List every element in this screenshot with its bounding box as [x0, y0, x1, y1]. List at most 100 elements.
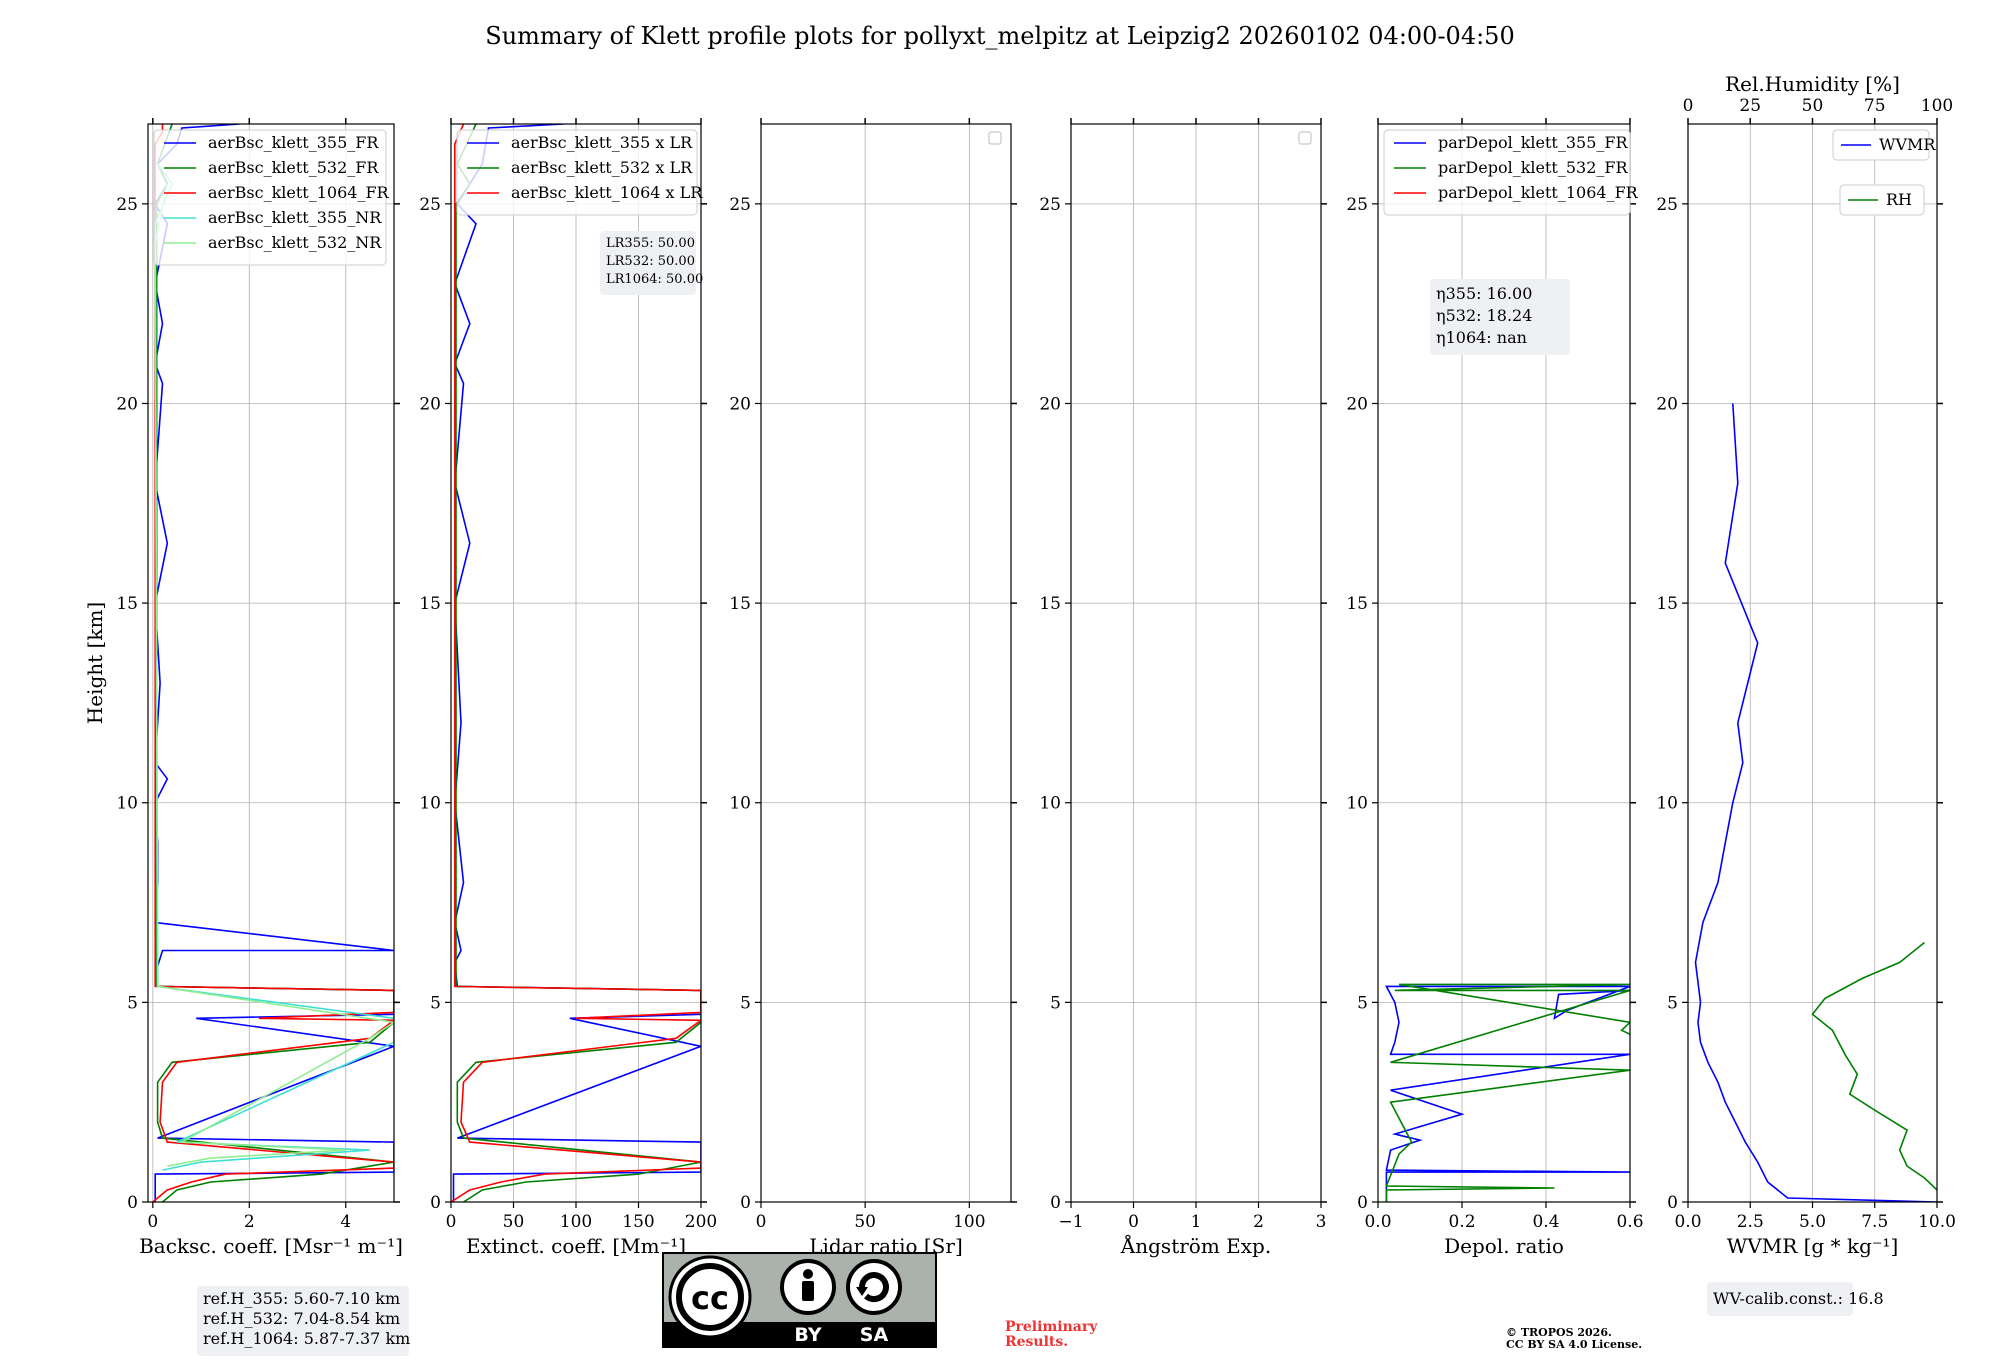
x-tick-label: 0.4 [1532, 1212, 1559, 1232]
legend-label: parDepol_klett_1064_FR [1438, 183, 1639, 202]
info-line: η1064: nan [1436, 328, 1527, 347]
eta-info-box: η355: 16.00 η532: 18.24 η1064: nan [1430, 279, 1570, 355]
y-tick-label: 20 [729, 394, 751, 414]
x-tick-label: 2.5 [1737, 1212, 1764, 1232]
axes-frame [760, 123, 1012, 1203]
legend-label: aerBsc_klett_355_FR [208, 133, 379, 152]
series-line-parDepol_klett_532_FR [1385, 983, 1630, 1202]
series-line-WVMR [1694, 403, 1937, 1202]
legend-box [153, 129, 387, 266]
empty-legend [988, 131, 1002, 145]
y-tick-label: 25 [729, 195, 751, 215]
y-tick-label: 10 [1039, 794, 1061, 814]
x-tick-label: 5.0 [1799, 1212, 1826, 1232]
legend-label: aerBsc_klett_355 x LR [511, 133, 693, 152]
series-line-parDepol_klett_355_FR [1385, 985, 1630, 1202]
y-tick-label: 20 [1346, 394, 1368, 414]
y-tick-label: 0 [430, 1193, 441, 1213]
info-line: LR355: 50.00 [606, 236, 695, 251]
x-tick-label: 50 [854, 1212, 876, 1232]
legend-label: aerBsc_klett_532_NR [208, 233, 382, 252]
y-tick-label: 0 [127, 1193, 138, 1213]
sa-label: SA [860, 1324, 889, 1346]
x-tick-label: 0 [1128, 1212, 1139, 1232]
y-axis-label: Height [km] [83, 602, 107, 724]
legend-box [456, 129, 698, 216]
x-tick-label: 50 [503, 1212, 525, 1232]
x-tick-label: 0.0 [1364, 1212, 1391, 1232]
y-tick-label: 20 [1656, 394, 1678, 414]
x-tick-label: 2 [1253, 1212, 1264, 1232]
y-tick-label: 20 [1039, 394, 1061, 414]
cc-license-logo: cc BY SA [662, 1252, 937, 1348]
y-tick-label: 25 [1656, 195, 1678, 215]
legend-label: RH [1886, 190, 1912, 209]
y-tick-label: 25 [419, 195, 441, 215]
top-tick-label: 75 [1864, 96, 1886, 116]
series-line-aerBsc_klett_1064 x LR [451, 124, 701, 1202]
info-line: ref.H_355: 5.60-7.10 km [203, 1289, 400, 1308]
wv-calibration-box: WV-calib.const.: 16.8 [1707, 1282, 1884, 1316]
y-tick-label: 20 [419, 394, 441, 414]
x-tick-label: 0.6 [1616, 1212, 1643, 1232]
legend-backscatter: aerBsc_klett_355_FR aerBsc_klett_532_FRae… [153, 129, 390, 266]
panel-backscatter: 0 2 4 0 5 10 15 20 25 Backsc. coeff. [Msr⁻¹ m⁻¹] H… [83, 118, 403, 1258]
y-tick-label: 0 [1357, 1193, 1368, 1213]
panels: 0 2 4 0 5 10 15 20 25 Backsc. coeff. [Msr⁻¹ m⁻¹] H… [83, 72, 1956, 1356]
y-tick-label: 15 [419, 594, 441, 614]
legend-label: WVMR [1879, 135, 1936, 154]
axes-frame [1377, 123, 1631, 1203]
y-tick-label: 5 [127, 993, 138, 1013]
x-tick-label: 0 [756, 1212, 767, 1232]
y-tick-label: 5 [1667, 993, 1678, 1013]
x-axis-label: WVMR [g * kg⁻¹] [1727, 1234, 1899, 1258]
y-tick-label: 5 [740, 993, 751, 1013]
legend-box [1383, 129, 1631, 216]
info-line: LR1064: 50.00 [606, 272, 703, 287]
x-tick-label: 4 [340, 1212, 351, 1232]
legend-label: aerBsc_klett_532 x LR [511, 158, 693, 177]
axes-frame [147, 123, 395, 1203]
preliminary-line-1: Preliminary [1005, 1319, 1098, 1335]
info-line: LR532: 50.00 [606, 254, 695, 269]
x-tick-label: 100 [953, 1212, 985, 1232]
y-tick-label: 5 [1050, 993, 1061, 1013]
copyright-line-1: © TROPOS 2026. [1506, 1326, 1612, 1339]
panel-depolarization: 0.0 0.2 0.4 0.6 0 5 10 15 20 25 Depol. ratio [1346, 118, 1644, 1258]
legend-label: aerBsc_klett_1064_FR [208, 183, 390, 202]
x-tick-label: 0 [147, 1212, 158, 1232]
legend-label: aerBsc_klett_1064 x LR [511, 183, 703, 202]
legend-WVMR: WVMR [1832, 129, 1936, 161]
x-axis-label: Backsc. coeff. [Msr⁻¹ m⁻¹] [139, 1234, 403, 1258]
top-tick-label: 50 [1802, 96, 1824, 116]
y-tick-label: 25 [116, 195, 138, 215]
series-line-RH [1811, 941, 1937, 1191]
y-tick-label: 0 [740, 1193, 751, 1213]
lidar-ratio-info-box: LR355: 50.00 LR532: 50.00 LR1064: 50.00 [600, 231, 703, 295]
y-tick-label: 15 [1656, 594, 1678, 614]
y-tick-label: 15 [1039, 594, 1061, 614]
sa-recycle-icon [846, 1259, 902, 1315]
y-tick-label: 10 [729, 794, 751, 814]
y-tick-label: 5 [1357, 993, 1368, 1013]
panel-water-vapor: 0.0 2.5 5.0 7.5 10.0 0 5 10 15 20 25 WVMR [g * kg⁻¹… [1656, 72, 1956, 1258]
x-axis-label: Ångström Exp. [1120, 1233, 1271, 1258]
top-tick-label: 0 [1683, 96, 1694, 116]
x-tick-label: 3 [1316, 1212, 1327, 1232]
y-tick-label: 15 [116, 594, 138, 614]
x-axis-label: Depol. ratio [1444, 1234, 1564, 1258]
info-line: WV-calib.const.: 16.8 [1713, 1289, 1884, 1308]
series-line-aerBsc_klett_355 x LR [452, 124, 701, 1202]
x-tick-label: −1 [1058, 1212, 1083, 1232]
info-line: ref.H_532: 7.04-8.54 km [203, 1309, 400, 1328]
info-line: η355: 16.00 [1436, 284, 1532, 303]
legend-box [1839, 184, 1925, 216]
legend-label: aerBsc_klett_355_NR [208, 208, 382, 227]
y-tick-label: 20 [116, 394, 138, 414]
preliminary-line-2: Results. [1005, 1334, 1068, 1350]
series-line-aerBsc_klett_1064_FR [152, 124, 394, 1202]
info-box-bg [600, 231, 696, 295]
